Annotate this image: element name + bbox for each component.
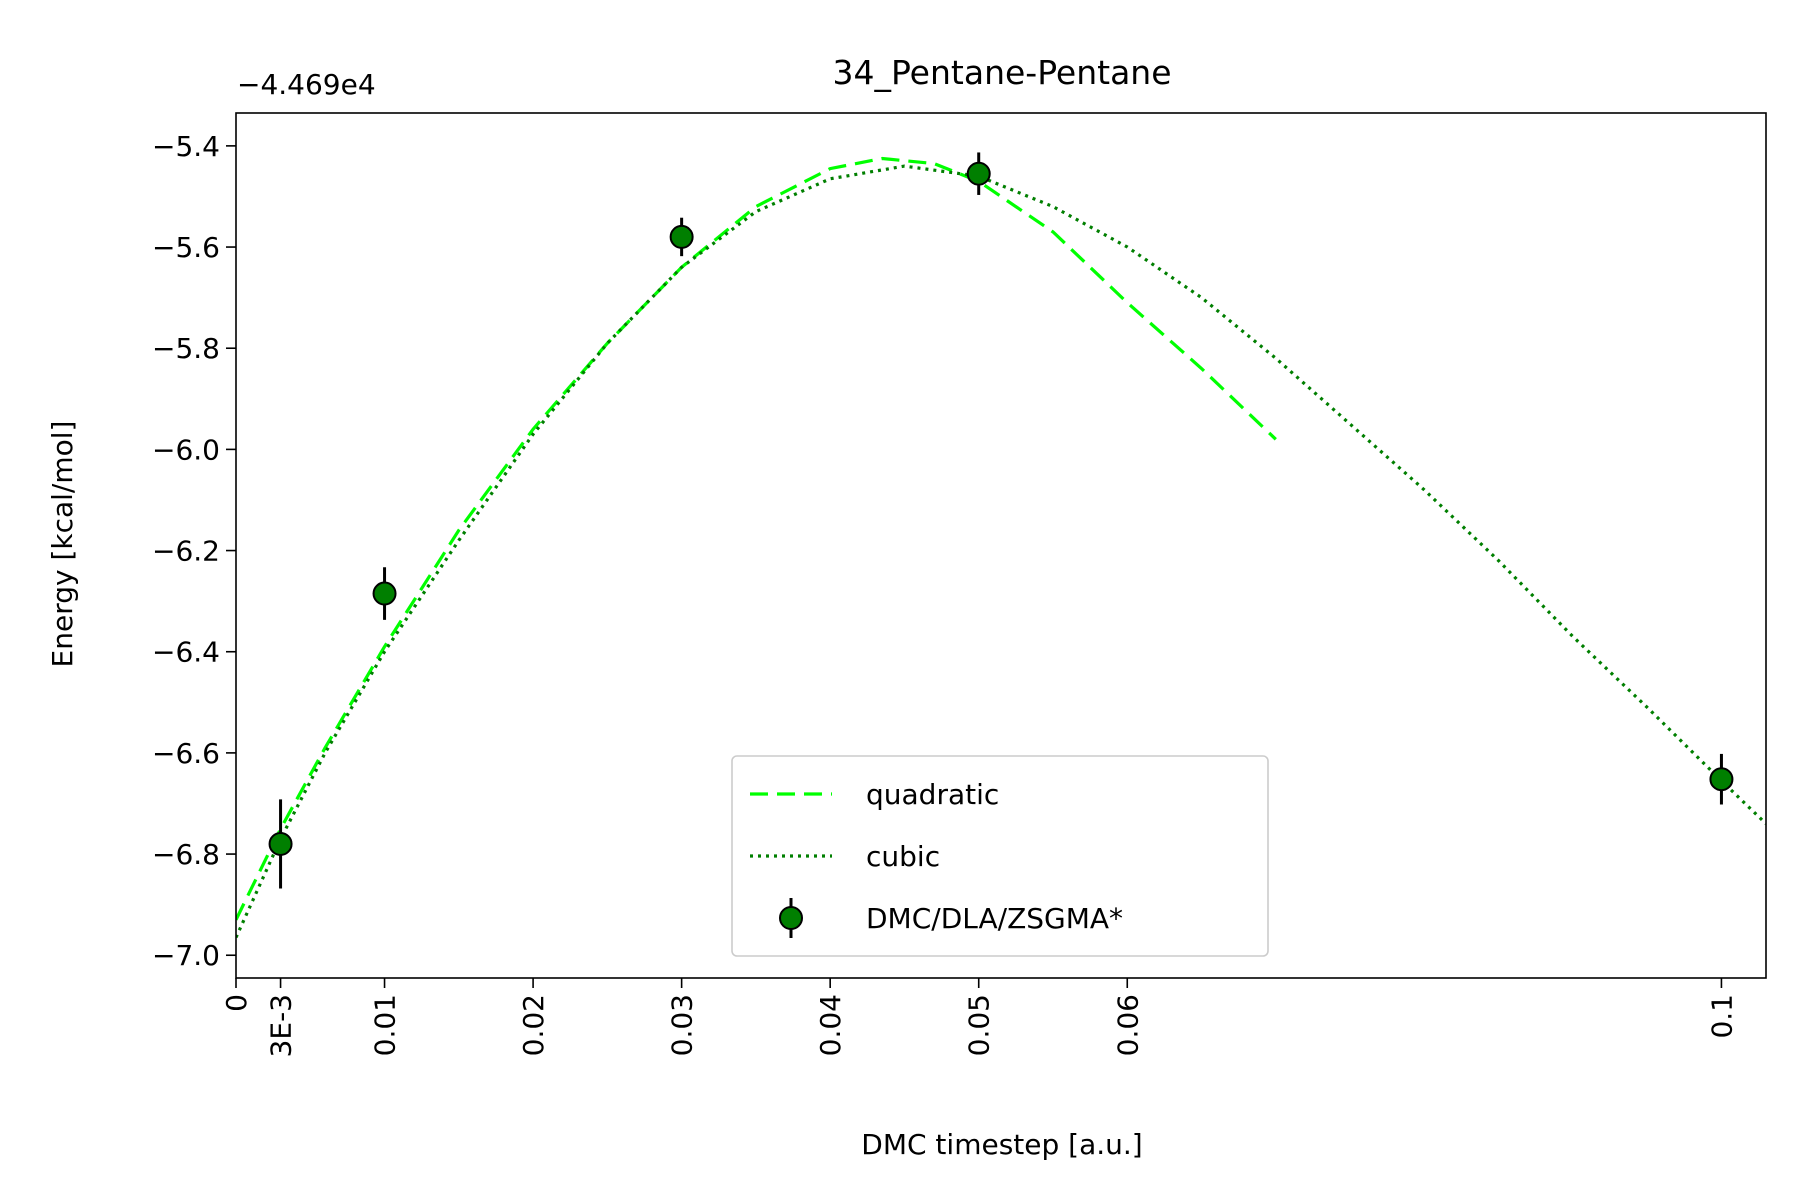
y-tick-label-6-0: −6.0 xyxy=(152,433,220,466)
legend-label-dmc-dla-zsgma: DMC/DLA/ZSGMA* xyxy=(866,902,1123,935)
y-offset-label: −4.469e4 xyxy=(237,68,376,101)
y-tick-label-5-8: −5.8 xyxy=(152,332,220,365)
y-tick-label-5-4: −5.4 xyxy=(152,130,220,163)
points-layer xyxy=(268,152,1734,889)
x-ticks: 0 3E-3 0.01 0.02 0.03 0.04 0.05 0.06 0.1 xyxy=(220,978,1738,1057)
data-point xyxy=(268,831,293,856)
x-tick-label-3e-3: 3E-3 xyxy=(265,994,298,1057)
data-point xyxy=(1709,767,1734,792)
y-ticks: −5.4 −5.6 −5.8 −6.0 −6.2 −6.4 −6.6 −6.8 −7.0 xyxy=(152,130,236,972)
series-layer xyxy=(236,156,1766,939)
plot-frame xyxy=(235,112,1767,979)
x-axis-title: DMC timestep [a.u.] xyxy=(861,1128,1142,1161)
legend: quadratic cubic DMC/DLA/ZSGMA* xyxy=(731,755,1269,957)
y-tick-label-7-0: −7.0 xyxy=(152,939,220,972)
y-tick-label-6-6: −6.6 xyxy=(152,737,220,770)
y-tick-label-6-2: −6.2 xyxy=(152,535,220,568)
legend-label-quadratic: quadratic xyxy=(866,778,999,811)
x-tick-label-0-01: 0.01 xyxy=(369,994,402,1056)
y-tick-label-5-6: −5.6 xyxy=(152,231,220,264)
data-point xyxy=(372,581,397,606)
x-tick-label-0: 0 xyxy=(220,994,253,1012)
quadratic-fit-line xyxy=(236,156,1277,921)
x-tick-label-0-04: 0.04 xyxy=(814,994,847,1056)
data-point xyxy=(669,224,694,249)
y-axis-title: Energy [kcal/mol] xyxy=(46,421,79,668)
data-point xyxy=(966,161,991,186)
legend-swatch-dmc-dla-zsgma xyxy=(779,906,803,930)
x-tick-label-0-06: 0.06 xyxy=(1111,994,1144,1056)
x-tick-label-0-02: 0.02 xyxy=(517,994,550,1056)
legend-box xyxy=(731,755,1269,957)
x-tick-label-0-03: 0.03 xyxy=(666,994,699,1056)
legend-label-cubic: cubic xyxy=(866,840,940,873)
x-tick-label-0-05: 0.05 xyxy=(963,994,996,1056)
y-tick-label-6-4: −6.4 xyxy=(152,636,220,669)
chart-title: 34_Pentane-Pentane xyxy=(832,53,1171,92)
x-tick-label-0-1: 0.1 xyxy=(1705,994,1738,1039)
y-tick-label-6-8: −6.8 xyxy=(152,838,220,871)
